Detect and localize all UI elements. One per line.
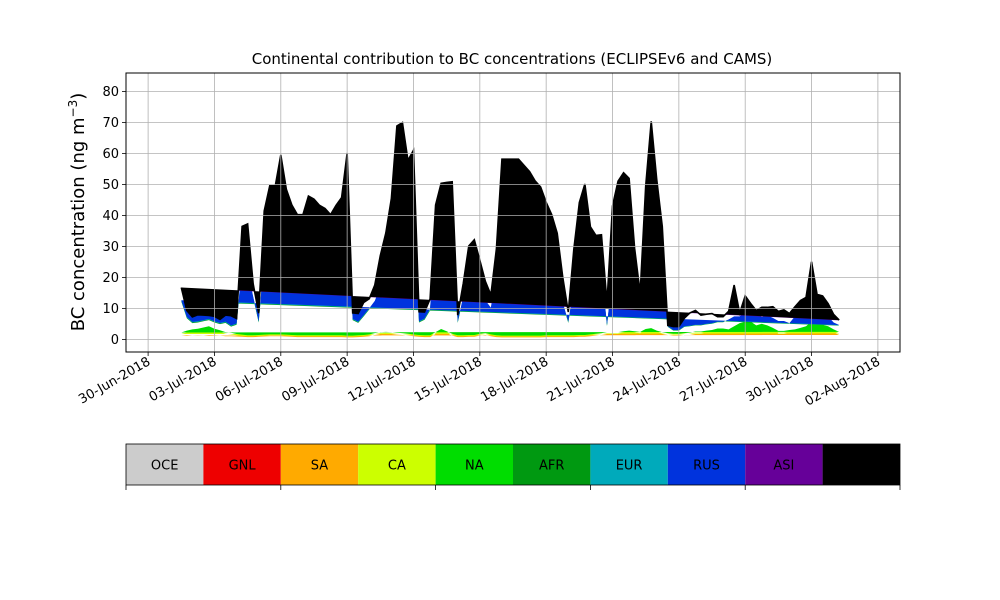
x-tick-label: 30-Jun-2018 xyxy=(76,354,153,407)
gridlines xyxy=(126,73,900,352)
chart-title: Continental contribution to BC concentra… xyxy=(252,50,773,68)
y-tick-label: 50 xyxy=(102,178,119,193)
y-tick-label: 20 xyxy=(102,271,119,286)
total-line xyxy=(180,121,840,328)
legend-swatch-rus xyxy=(667,444,746,485)
legend-frame xyxy=(125,443,901,486)
legend-label-ca: CA xyxy=(388,459,406,474)
x-tick-label: 03-Jul-2018 xyxy=(147,354,220,405)
legend-label-afr: AFR xyxy=(539,459,564,474)
legend-swatch-eur xyxy=(590,444,668,485)
x-tick-label: 21-Jul-2018 xyxy=(545,354,618,405)
x-tick-label: 18-Jul-2018 xyxy=(478,354,551,405)
y-axis-label: BC concentration (ng m−3) xyxy=(66,93,89,332)
legend-swatch-sa xyxy=(280,444,359,485)
x-tick-label: 02-Aug-2018 xyxy=(803,354,883,409)
legend-swatch-aus xyxy=(822,444,900,485)
legend-label-asi: ASI xyxy=(773,459,794,474)
x-tick-label: 27-Jul-2018 xyxy=(677,354,750,405)
x-tick-label: 06-Jul-2018 xyxy=(213,354,286,405)
plot-frame xyxy=(125,72,901,353)
legend-label-sa: SA xyxy=(311,459,328,474)
x-tick-label: 12-Jul-2018 xyxy=(346,354,419,405)
legend-swatch-ca xyxy=(358,444,436,485)
legend-label-oce: OCE xyxy=(151,459,179,474)
y-tick-label: 10 xyxy=(102,302,119,317)
x-tick-label: 09-Jul-2018 xyxy=(279,354,352,405)
y-tick-label: 60 xyxy=(102,147,119,162)
area-na xyxy=(181,321,840,336)
legend-swatch-afr xyxy=(513,444,591,485)
legend-label-gnl: GNL xyxy=(229,459,257,474)
y-tick-label: 80 xyxy=(102,85,119,100)
y-tick-label: 40 xyxy=(102,209,119,224)
legend-swatch-gnl xyxy=(203,444,281,485)
legend: OCE GNL SA CA NA AFR EUR RUS ASI AUS xyxy=(125,443,901,490)
legend-swatch-asi xyxy=(745,444,823,485)
y-tick-label: 0 xyxy=(111,333,119,348)
legend-swatch-na xyxy=(435,444,513,485)
legend-label-eur: EUR xyxy=(616,459,643,474)
x-tick-label: 15-Jul-2018 xyxy=(412,354,485,405)
x-tick-label: 24-Jul-2018 xyxy=(611,354,684,405)
area-aus xyxy=(181,121,840,327)
y-tick-label: 30 xyxy=(102,240,119,255)
legend-label-na: NA xyxy=(465,459,484,474)
legend-swatch-oce xyxy=(126,444,204,485)
y-tick-label: 70 xyxy=(102,116,119,131)
legend-label-aus: AUS xyxy=(848,459,875,474)
legend-label-rus: RUS xyxy=(693,459,720,474)
stacked-areas xyxy=(180,121,840,338)
